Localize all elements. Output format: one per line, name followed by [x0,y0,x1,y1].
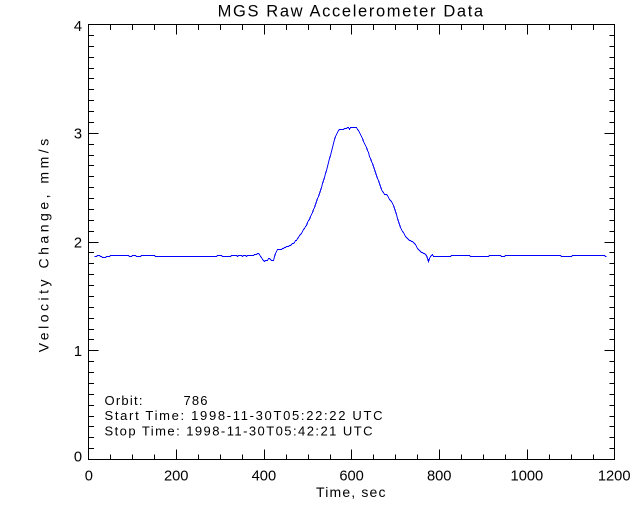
svg-text:Orbit:: Orbit: [105,393,143,408]
svg-text:0: 0 [74,450,82,466]
svg-text:2: 2 [74,235,82,251]
svg-text:Time, sec: Time, sec [316,484,386,500]
svg-text:Stop Time: 1998-11-30T05:42:21: Stop Time: 1998-11-30T05:42:21 UTC [105,423,373,438]
svg-text:0: 0 [85,469,93,485]
svg-text:1: 1 [74,344,82,360]
svg-text:400: 400 [252,469,277,485]
svg-text:600: 600 [339,469,364,485]
svg-text:Start Time: 1998-11-30T05:22:2: Start Time: 1998-11-30T05:22:22 UTC [105,408,383,423]
svg-text:3: 3 [74,126,82,142]
svg-text:1000: 1000 [511,469,544,485]
svg-text:4: 4 [74,19,82,35]
svg-text:MGS Raw Accelerometer Data: MGS Raw Accelerometer Data [218,3,484,21]
svg-text:786: 786 [184,393,208,408]
svg-text:1200: 1200 [598,469,631,485]
svg-text:800: 800 [427,469,452,485]
svg-text:200: 200 [164,469,189,485]
